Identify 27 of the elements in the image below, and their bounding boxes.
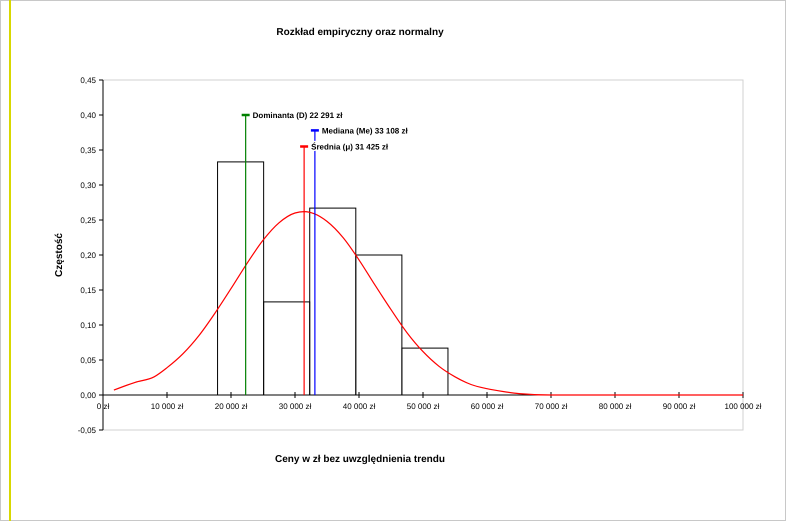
x-tick-label: 70 000 zł xyxy=(534,402,568,411)
x-tick-label: 90 000 zł xyxy=(662,402,696,411)
x-tick-label: 100 000 zł xyxy=(724,402,762,411)
y-axis-title: Częstość xyxy=(54,232,65,277)
y-tick-label: 0,00 xyxy=(80,391,97,400)
x-axis-title: Ceny w zł bez uwzględnienia trendu xyxy=(274,454,446,465)
x-tick-label: 0 zł xyxy=(96,402,110,411)
x-tick-label: 60 000 zł xyxy=(470,402,504,411)
x-tick-label: 50 000 zł xyxy=(406,402,440,411)
y-tick-label: 0,35 xyxy=(80,146,97,155)
y-tick-label: 0,10 xyxy=(80,321,97,330)
y-tick-label: 0,25 xyxy=(80,216,97,225)
y-tick-label: 0,05 xyxy=(80,356,97,365)
chart-title: Rozkład empiryczny oraz normalny xyxy=(276,27,444,38)
y-tick-label: 0,20 xyxy=(80,251,97,260)
x-tick-label: 30 000 zł xyxy=(278,402,312,411)
x-tick-label: 80 000 zł xyxy=(598,402,632,411)
x-tick-label: 20 000 zł xyxy=(214,402,248,411)
y-tick-label: 0,30 xyxy=(80,181,97,190)
y-tick-label: -0,05 xyxy=(78,426,97,435)
y-tick-label: 0,15 xyxy=(80,286,97,295)
y-tick-label: 0,40 xyxy=(80,111,97,120)
x-tick-label: 40 000 zł xyxy=(342,402,376,411)
x-tick-label: 10 000 zł xyxy=(150,402,184,411)
legend-label: Mediana (Me) 33 108 zł xyxy=(322,126,408,136)
legend-label: Dominanta (D) 22 291 zł xyxy=(252,111,344,120)
y-tick-label: 0,45 xyxy=(80,76,97,85)
